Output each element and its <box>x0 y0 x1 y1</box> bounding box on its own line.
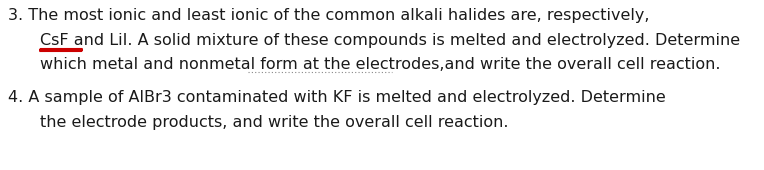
Text: which metal and nonmetal form at the electrodes,and write the overall cell react: which metal and nonmetal form at the ele… <box>40 57 720 72</box>
Text: 3. The most ionic and least ionic of the common alkali halides are, respectively: 3. The most ionic and least ionic of the… <box>8 8 649 23</box>
Text: the electrode products, and write the overall cell reaction.: the electrode products, and write the ov… <box>40 115 509 130</box>
Text: 4. A sample of AlBr3 contaminated with KF is melted and electrolyzed. Determine: 4. A sample of AlBr3 contaminated with K… <box>8 90 665 105</box>
Text: CsF and LiI. A solid mixture of these compounds is melted and electrolyzed. Dete: CsF and LiI. A solid mixture of these co… <box>40 33 740 48</box>
